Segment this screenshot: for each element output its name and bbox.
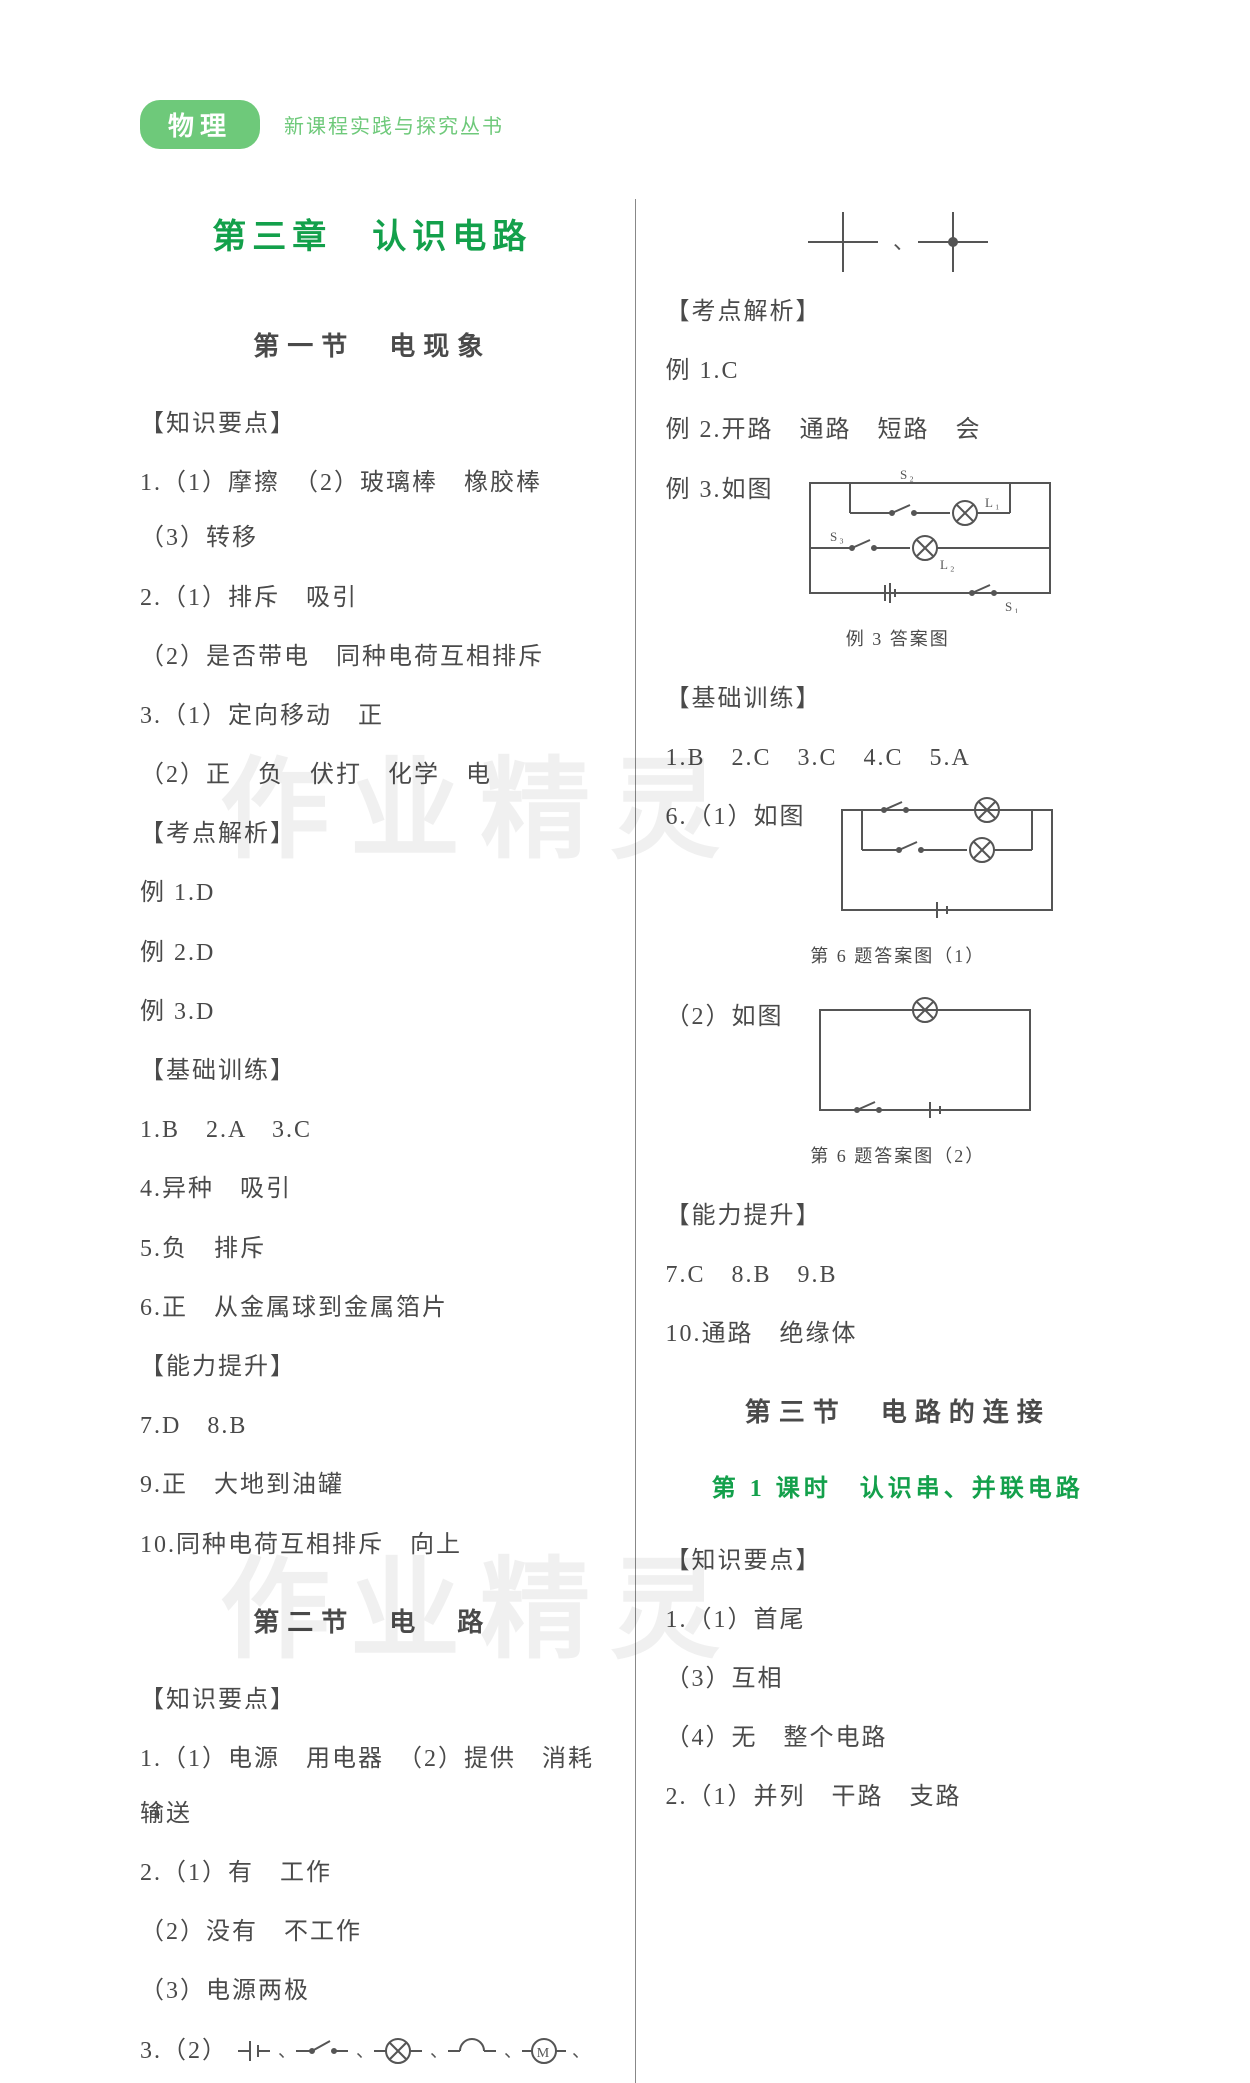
circuit-symbols-diagram: 、 、 、 、 M 、 <box>238 2031 578 2071</box>
text-line: 2.（1）并列 干路 支路 <box>666 1770 1131 1825</box>
text-line: 1.（1）电源 用电器 （2）提供 消耗 输送 <box>140 1732 605 1842</box>
circuit-diagram-6-2 <box>800 990 1050 1130</box>
circuit-diagram-ex3: S₂ L₁ S₃ L₂ S₁ <box>790 463 1070 613</box>
text-line: 例 2.D <box>140 926 605 981</box>
text-line: 例 1.C <box>666 344 1131 399</box>
text-line: （4）无 整个电路 <box>666 1711 1131 1766</box>
svg-text:、: 、 <box>893 229 917 254</box>
text-line: 1.B 2.A 3.C <box>140 1103 605 1158</box>
diagram-caption: 第 6 题答案图（2） <box>666 1136 1131 1177</box>
series-title: 新课程实践与探究丛书 <box>284 110 504 139</box>
diagram-caption: 例 3 答案图 <box>666 619 1131 660</box>
knowledge-label: 【知识要点】 <box>140 397 605 452</box>
ability-label: 【能力提升】 <box>140 1340 605 1395</box>
text-line: 1.（1）首尾 <box>666 1593 1131 1648</box>
chapter-title: 第三章 认识电路 <box>140 199 605 277</box>
text-line: （2）没有 不工作 <box>140 1905 605 1960</box>
section3-title: 第三节 电路的连接 <box>666 1383 1131 1443</box>
text-line: （3）互相 <box>666 1652 1131 1707</box>
text-line: 6.正 从金属球到金属箔片 <box>140 1281 605 1336</box>
svg-text:S₁: S₁ <box>1005 599 1021 613</box>
page-number: 4 <box>150 1801 160 1824</box>
svg-text:、: 、 <box>278 2041 298 2061</box>
svg-text:L₁: L₁ <box>985 495 1001 510</box>
basic-label: 【基础训练】 <box>666 672 1131 727</box>
text-line: 2.（1）有 工作 <box>140 1846 605 1901</box>
text-prefix: 例 3.如图 <box>666 463 774 518</box>
diagram-caption: 第 6 题答案图（1） <box>666 936 1131 977</box>
text-prefix: 6.（1）如图 <box>666 790 806 845</box>
text-line: 4.异种 吸引 <box>140 1162 605 1217</box>
text-line: 9.正 大地到油罐 <box>140 1458 605 1513</box>
text-line: 3.（1）定向移动 正 <box>140 689 605 744</box>
text-line: 2.（1）排斥 吸引 <box>140 571 605 626</box>
text-prefix: （2）如图 <box>666 990 784 1045</box>
left-column: 第三章 认识电路 第一节 电现象 【知识要点】 1.（1）摩擦 （2）玻璃棒 橡… <box>140 199 635 2083</box>
text-line: 10.通路 绝缘体 <box>666 1307 1131 1362</box>
svg-text:、: 、 <box>572 2041 578 2061</box>
text-line: （3）电源两极 <box>140 1964 605 2019</box>
lesson1-title: 第 1 课时 认识串、并联电路 <box>666 1462 1131 1517</box>
text-line: 10.同种电荷互相排斥 向上 <box>140 1518 605 1573</box>
svg-text:S₃: S₃ <box>830 529 846 544</box>
text-line: （2）正 负 伏打 化学 电 <box>140 748 605 803</box>
svg-text:M: M <box>537 2046 551 2061</box>
text-line: 7.C 8.B 9.B <box>666 1248 1131 1303</box>
text-line: 例 2.开路 通路 短路 会 <box>666 403 1131 458</box>
cross-connection-diagram: 、 <box>798 207 998 277</box>
text-line: 例 1.D <box>140 866 605 921</box>
knowledge-label: 【知识要点】 <box>666 1534 1131 1589</box>
ability-label: 【能力提升】 <box>666 1189 1131 1244</box>
section2-title: 第二节 电 路 <box>140 1593 605 1653</box>
knowledge-label: 【知识要点】 <box>140 1673 605 1728</box>
subject-badge: 物理 <box>140 100 260 149</box>
text-line: 例 3.D <box>140 985 605 1040</box>
text-line: 1.B 2.C 3.C 4.C 5.A <box>666 731 1131 786</box>
svg-text:L₂: L₂ <box>940 557 956 572</box>
content-columns: 第三章 认识电路 第一节 电现象 【知识要点】 1.（1）摩擦 （2）玻璃棒 橡… <box>140 199 1130 2083</box>
section1-title: 第一节 电现象 <box>140 317 605 377</box>
circuit-diagram-6-1 <box>822 790 1072 930</box>
right-column: 、 【考点解析】 例 1.C 例 2.开路 通路 短路 会 例 3.如图 <box>635 199 1131 2083</box>
symbol-row-line: 3.（2） 、 、 、 、 M 、 <box>140 2024 605 2079</box>
exam-label: 【考点解析】 <box>666 285 1131 340</box>
text-line: 7.D 8.B <box>140 1399 605 1454</box>
svg-text:S₂: S₂ <box>900 467 916 482</box>
text-line: 1.（1）摩擦 （2）玻璃棒 橡胶棒 （3）转移 <box>140 456 605 566</box>
exam-label: 【考点解析】 <box>140 807 605 862</box>
svg-text:、: 、 <box>430 2041 450 2061</box>
text-prefix: 3.（2） <box>140 2024 228 2079</box>
text-line: 5.负 排斥 <box>140 1222 605 1277</box>
svg-text:、: 、 <box>356 2041 376 2061</box>
text-line: 例 3.如图 <box>666 463 1131 613</box>
text-line: （2）如图 <box>666 990 1131 1130</box>
basic-label: 【基础训练】 <box>140 1044 605 1099</box>
text-line: 6.（1）如图 <box>666 790 1131 930</box>
text-line: （2）是否带电 同种电荷互相排斥 <box>140 630 605 685</box>
svg-text:、: 、 <box>504 2041 524 2061</box>
